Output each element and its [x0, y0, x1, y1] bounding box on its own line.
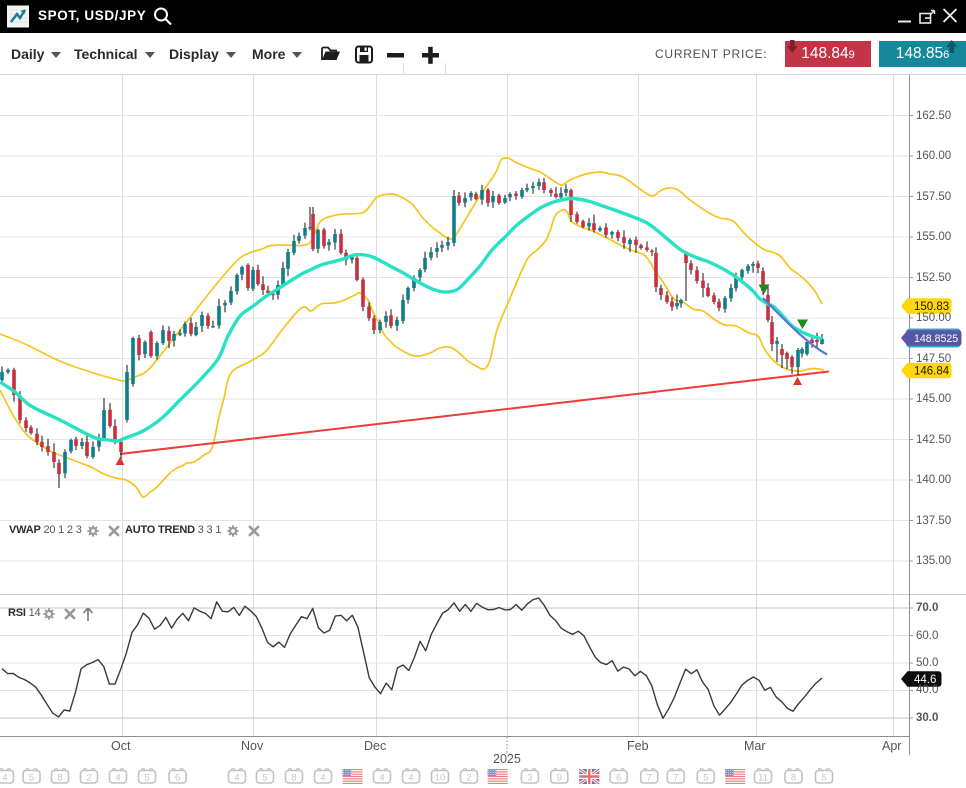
svg-text:4: 4	[234, 772, 239, 783]
svg-text:7: 7	[647, 772, 652, 783]
svg-text:7: 7	[673, 772, 678, 783]
svg-text:8: 8	[791, 772, 796, 783]
svg-text:9: 9	[557, 772, 562, 783]
svg-text:2: 2	[86, 772, 91, 783]
svg-text:4: 4	[2, 772, 7, 783]
svg-text:148.8525: 148.8525	[914, 333, 958, 345]
svg-text:150.83: 150.83	[914, 301, 949, 313]
svg-text:4: 4	[408, 772, 413, 783]
svg-text:2: 2	[466, 772, 471, 783]
svg-text:6: 6	[175, 772, 180, 783]
svg-text:5: 5	[144, 772, 149, 783]
svg-text:6: 6	[616, 772, 621, 783]
svg-text:5: 5	[29, 772, 34, 783]
svg-text:4: 4	[115, 772, 120, 783]
svg-text:8: 8	[291, 772, 296, 783]
svg-text:146.84: 146.84	[914, 366, 950, 378]
svg-text:11: 11	[758, 772, 768, 783]
svg-text:44.6: 44.6	[914, 674, 936, 686]
svg-text:5: 5	[262, 772, 267, 783]
svg-text:5: 5	[703, 772, 708, 783]
svg-text:5: 5	[821, 772, 826, 783]
svg-text:8: 8	[57, 772, 62, 783]
svg-text:4: 4	[320, 772, 325, 783]
svg-text:3: 3	[527, 772, 532, 783]
svg-text:4: 4	[379, 772, 384, 783]
svg-text:10: 10	[435, 772, 446, 783]
